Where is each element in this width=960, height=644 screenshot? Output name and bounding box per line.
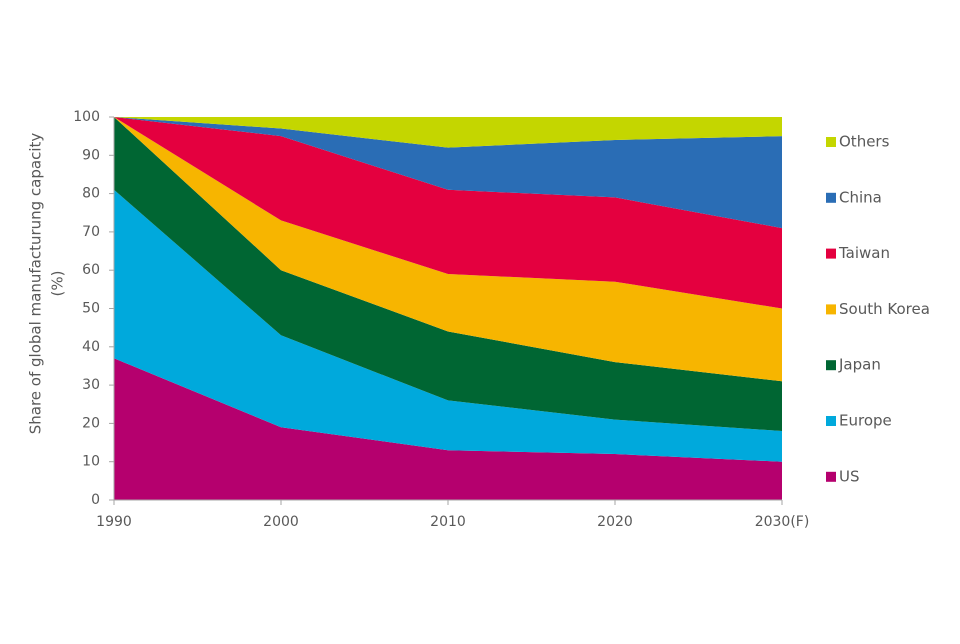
y-tick-label: 60 — [82, 262, 100, 278]
legend-swatch — [826, 471, 836, 482]
legend-swatch — [826, 304, 836, 315]
area — [114, 117, 782, 309]
area — [114, 117, 782, 432]
x-tick-label: 2030(F) — [755, 514, 810, 530]
legend-label: China — [839, 188, 882, 206]
x-tick-label: 2010 — [430, 514, 466, 530]
area — [114, 117, 782, 148]
legend-label: US — [839, 467, 860, 485]
x-tick-label: 1990 — [96, 514, 132, 530]
legend-label: Taiwan — [838, 244, 890, 262]
y-tick-label: 100 — [73, 109, 100, 125]
legend-swatch — [826, 360, 836, 371]
y-tick-label: 20 — [82, 415, 100, 431]
area — [114, 117, 782, 382]
y-tick-label: 80 — [82, 186, 100, 202]
y-axis-label: (%) — [49, 271, 67, 297]
y-tick-label: 90 — [82, 147, 100, 163]
legend-swatch — [826, 416, 836, 426]
area — [114, 358, 782, 500]
y-tick-label: 70 — [82, 224, 100, 240]
legend-label: South Korea — [839, 300, 930, 318]
y-tick-label: 40 — [82, 339, 100, 355]
y-axis-label: Share of global manufacturung capacity — [27, 133, 45, 435]
y-tick-label: 10 — [82, 454, 100, 470]
y-tick-label: 0 — [91, 492, 100, 508]
legend-label: Japan — [838, 356, 881, 374]
legend-swatch — [826, 137, 836, 147]
legend-swatch — [826, 248, 836, 259]
area — [114, 117, 782, 229]
area — [114, 189, 782, 462]
y-tick-label: 30 — [82, 377, 100, 393]
legend-swatch — [826, 192, 836, 203]
x-tick-label: 2020 — [597, 514, 633, 530]
legend-label: Europe — [839, 412, 892, 430]
x-tick-label: 2000 — [263, 514, 299, 530]
legend-label: Others — [839, 133, 890, 151]
y-tick-label: 50 — [82, 301, 100, 317]
